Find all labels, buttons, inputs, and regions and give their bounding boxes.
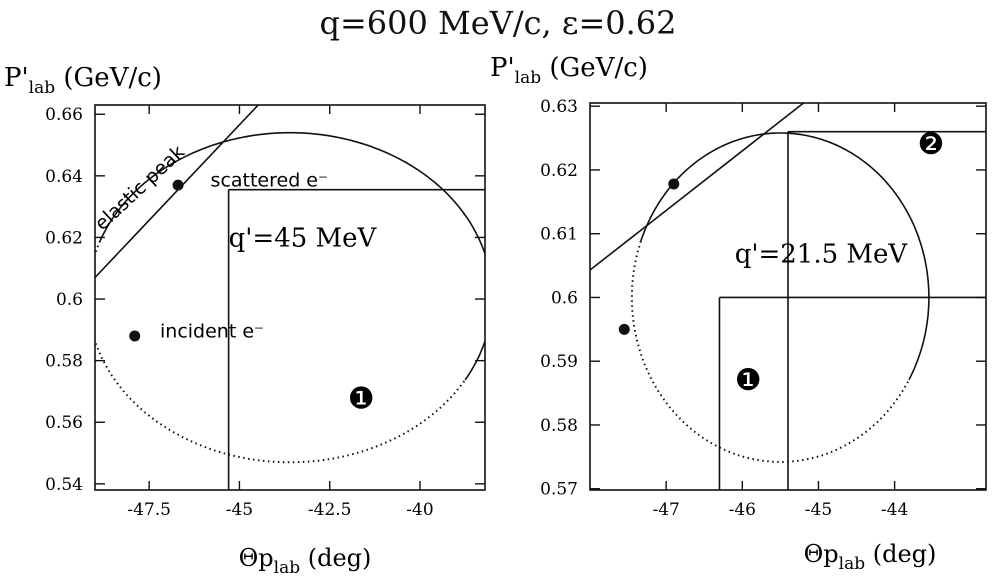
right-x-tick-label: -45 bbox=[805, 500, 832, 520]
right-y-tick-label: 0.58 bbox=[540, 416, 578, 436]
left-x-tick-label: -45 bbox=[226, 500, 253, 520]
left-y-tick-label: 0.64 bbox=[45, 167, 83, 187]
left-chart: P'lab (GeV/c) Θplab (deg) -47.5 -45 -42.5 -… bbox=[4, 63, 486, 577]
right-data-point bbox=[618, 323, 630, 335]
right-kinematic-ellipse-solid bbox=[640, 132, 930, 381]
right-y-tick-label: 0.57 bbox=[540, 480, 578, 500]
left-data-point bbox=[172, 179, 184, 191]
left-kinematic-ellipse-solid bbox=[99, 131, 485, 381]
left-x-tick-label: -42.5 bbox=[308, 500, 352, 520]
left-kinematic-ellipse-dotted bbox=[95, 240, 466, 464]
left-y-tick-label: 0.66 bbox=[45, 105, 83, 125]
right-chart: P'lab (GeV/c) Θplab (deg) -47 -46 -45 -44 0.… bbox=[490, 53, 987, 574]
left-data-point bbox=[129, 330, 141, 342]
left-y-axis-label: P'lab (GeV/c) bbox=[4, 63, 162, 98]
left-y-tick-label: 0.56 bbox=[45, 413, 83, 433]
right-elastic-line bbox=[590, 103, 805, 271]
right-y-tick-label: 0.59 bbox=[540, 352, 578, 372]
left-annotation: q'=45 MeV bbox=[229, 224, 378, 254]
left-y-tick-label: 0.54 bbox=[45, 475, 83, 495]
right-y-tick-label: 0.61 bbox=[540, 225, 578, 245]
right-y-tick-label: 0.63 bbox=[540, 97, 578, 117]
right-annotation: q'=21.5 MeV bbox=[735, 239, 909, 269]
left-annotation: ❶ bbox=[348, 381, 375, 416]
left-y-tick-label: 0.58 bbox=[45, 352, 83, 372]
right-x-tick-label: -46 bbox=[729, 500, 756, 520]
left-x-tick-label: -47.5 bbox=[127, 500, 171, 520]
left-annotation: incident e⁻ bbox=[160, 321, 264, 343]
right-y-tick-label: 0.6 bbox=[551, 288, 578, 308]
right-x-axis-label: Θplab (deg) bbox=[804, 540, 937, 574]
left-y-tick-label: 0.62 bbox=[45, 228, 83, 248]
left-y-tick-label: 0.6 bbox=[56, 290, 83, 310]
right-y-axis-label: P'lab (GeV/c) bbox=[490, 53, 648, 88]
left-annotation: scattered e⁻ bbox=[211, 170, 328, 192]
left-x-tick-label: -40 bbox=[406, 500, 433, 520]
right-x-tick-label: -44 bbox=[881, 500, 908, 520]
right-annotation: ❶ bbox=[735, 363, 762, 398]
right-data-point bbox=[668, 178, 680, 190]
right-x-tick-label: -47 bbox=[652, 500, 679, 520]
left-plot-frame bbox=[94, 104, 486, 491]
page-title: q=600 MeV/c, ε=0.62 bbox=[319, 4, 677, 42]
right-y-tick-label: 0.62 bbox=[540, 161, 578, 181]
right-annotation: ❷ bbox=[917, 127, 944, 162]
left-x-axis-label: Θplab (deg) bbox=[239, 544, 372, 577]
right-kinematic-ellipse-dotted bbox=[630, 240, 910, 463]
